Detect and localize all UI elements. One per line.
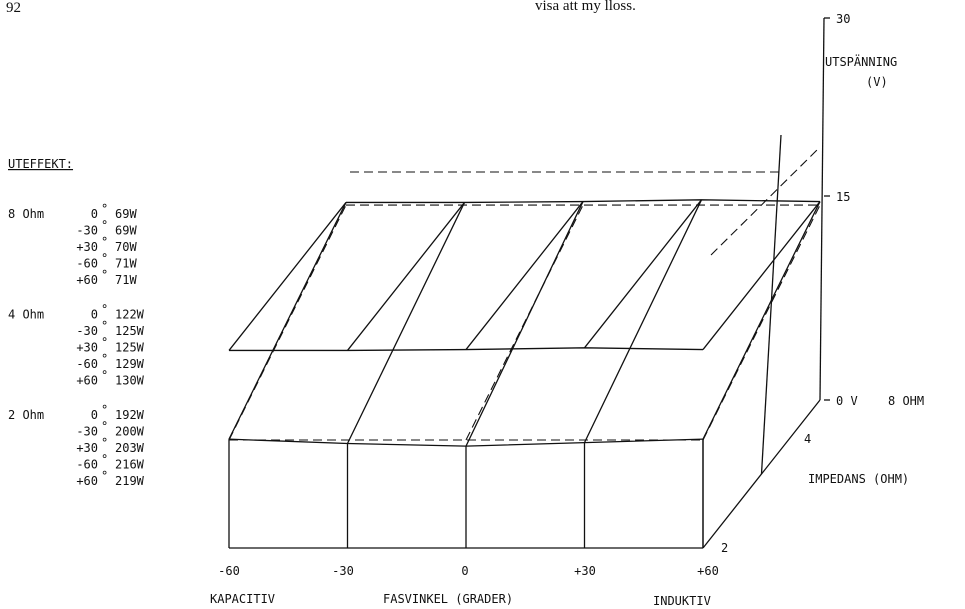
output-power-title: UTEFFEKT:: [8, 157, 73, 171]
degree-symbol: °: [101, 252, 108, 266]
degree-symbol: °: [101, 235, 108, 249]
table-power-value: 129W: [115, 357, 145, 371]
z-axis-title: IMPEDANS (OHM): [808, 472, 909, 486]
x-tick-label: -60: [218, 564, 240, 578]
plot-area: 30 15 0 V 8 OHM 4 2 -60 -30 0 +30 +60: [218, 12, 924, 578]
z-tick-label: 4: [804, 432, 811, 446]
upper-surface-gridline: [583, 199, 703, 349]
degree-symbol: °: [101, 420, 108, 434]
table-power-value: 203W: [115, 441, 145, 455]
table-angle-value: 0: [91, 308, 98, 322]
table-load-label: 4 Ohm: [8, 308, 44, 322]
degree-symbol: °: [101, 268, 108, 282]
lower-surface-gridline: [346, 202, 466, 444]
x-tick-label: 0: [461, 564, 468, 578]
degree-symbol: °: [101, 403, 108, 417]
dashed-side-line: [710, 146, 821, 256]
degree-symbol: °: [101, 436, 108, 450]
y-tick-label: 15: [836, 190, 850, 204]
z-tick-label: 2: [721, 541, 728, 555]
table-load-label: 8 Ohm: [8, 207, 44, 221]
table-angle-value: 0: [91, 408, 98, 422]
degree-symbol: °: [101, 369, 108, 383]
table-power-value: 69W: [115, 224, 137, 238]
y-axis-title: UTSPÄNNING: [825, 54, 897, 69]
table-power-value: 125W: [115, 324, 145, 338]
table-angle-value: -30: [76, 425, 98, 439]
table-power-value: 216W: [115, 458, 145, 472]
upper-surface-gridline: [228, 202, 347, 351]
table-angle-value: -30: [76, 324, 98, 338]
table-angle-value: +60: [76, 374, 98, 388]
degree-symbol: °: [101, 453, 108, 467]
table-angle-value: +60: [76, 474, 98, 488]
box-mid-right-vertical: [760, 134, 782, 475]
z-tick-label: 8 OHM: [888, 394, 924, 408]
lower-surface-gridline: [583, 199, 703, 443]
x-left-label: KAPACITIV: [210, 592, 275, 606]
page-number: 92: [6, 0, 21, 16]
x-tick-label: +60: [697, 564, 719, 578]
x-tick-label: -30: [332, 564, 354, 578]
dashed-depth-line: [465, 204, 584, 441]
table-angle-value: 0: [91, 207, 98, 221]
table-power-value: 71W: [115, 257, 137, 271]
table-power-value: 200W: [115, 425, 145, 439]
degree-symbol: °: [101, 352, 108, 366]
degree-symbol: °: [101, 202, 108, 216]
table-power-value: 122W: [115, 308, 145, 322]
upper-surface-gridline: [346, 202, 466, 351]
degree-symbol: °: [101, 319, 108, 333]
upper-surface-gridline: [465, 201, 584, 350]
upper-surface-gridline: [702, 201, 821, 350]
table-angle-value: +30: [76, 240, 98, 254]
degree-symbol: °: [101, 219, 108, 233]
table-angle-value: -60: [76, 257, 98, 271]
table-angle-value: -60: [76, 458, 98, 472]
table-angle-value: +60: [76, 273, 98, 287]
output-power-table: UTEFFEKT: 8 Ohm 0 ° 69W-30 ° 69W+30 ° 70W-60 ° 71…: [8, 157, 145, 488]
table-power-value: 70W: [115, 240, 137, 254]
lower-surface-gridline: [702, 201, 821, 440]
page-header-fragment: visa att my lloss.: [535, 0, 636, 14]
x-tick-label: +30: [574, 564, 596, 578]
table-power-value: 219W: [115, 474, 145, 488]
lower-surface-gridline: [465, 201, 584, 447]
table-power-value: 69W: [115, 207, 137, 221]
dashed-depth-line: [702, 204, 821, 441]
table-angle-value: +30: [76, 341, 98, 355]
dashed-depth-line: [228, 204, 347, 441]
x-right-label: INDUKTIV: [653, 594, 711, 608]
y-tick-label: 0 V: [836, 394, 858, 408]
table-angle-value: -30: [76, 224, 98, 238]
table-power-value: 130W: [115, 374, 145, 388]
y-tick-label: 30: [836, 12, 850, 26]
table-load-label: 2 Ohm: [8, 408, 44, 422]
table-angle-value: -60: [76, 357, 98, 371]
degree-symbol: °: [101, 336, 108, 350]
degree-symbol: °: [101, 469, 108, 483]
y-axis-line: [819, 17, 825, 401]
table-power-value: 192W: [115, 408, 145, 422]
table-angle-value: +30: [76, 441, 98, 455]
degree-symbol: °: [101, 303, 108, 317]
table-power-value: 125W: [115, 341, 145, 355]
table-power-value: 71W: [115, 273, 137, 287]
x-axis-title: FASVINKEL (GRADER): [383, 592, 513, 606]
y-axis-unit: (V): [866, 75, 888, 89]
lower-surface-gridline: [228, 202, 347, 440]
